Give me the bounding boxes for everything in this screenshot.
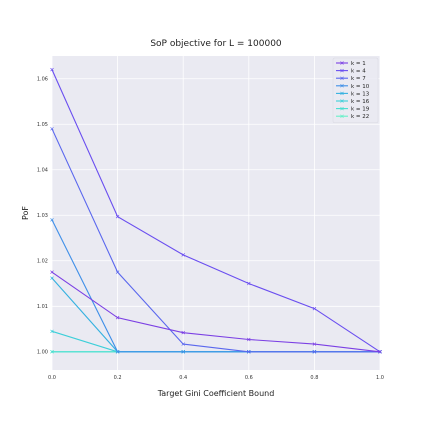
legend-item: k = 1 xyxy=(336,61,366,67)
data-point xyxy=(312,306,317,311)
legend-label: k = 16 xyxy=(351,99,370,105)
data-point xyxy=(50,127,54,131)
data-point xyxy=(115,315,120,320)
y-tick-label: 1.03 xyxy=(37,213,48,219)
legend-marker xyxy=(340,114,344,118)
plot-background xyxy=(52,56,380,370)
x-tick-label: 0.0 xyxy=(48,375,56,381)
legend-label: k = 10 xyxy=(351,84,370,90)
data-point xyxy=(312,350,317,354)
y-tick-labels: 1.00 1.01 1.02 1.03 1.04 1.05 1.06 xyxy=(37,77,48,356)
series-line xyxy=(51,69,381,353)
y-tick-label: 1.00 xyxy=(37,350,48,356)
legend-label: k = 4 xyxy=(351,69,366,75)
legend-item: k = 22 xyxy=(336,114,369,120)
legend-marker xyxy=(340,76,344,80)
legend-label: k = 22 xyxy=(351,114,369,120)
x-tick-label: 0.4 xyxy=(179,375,187,381)
legend-marker xyxy=(340,84,344,88)
legend-marker xyxy=(340,99,344,103)
legend-label: k = 13 xyxy=(351,91,370,97)
grid xyxy=(51,56,381,370)
x-tick-label: 1.0 xyxy=(376,375,384,381)
data-point xyxy=(247,281,251,286)
x-axis-label: Target Gini Coefficient Bound xyxy=(157,389,275,398)
legend: k = 1 k = 4k = 7 k = 10k = 13 k = 16 k = 19k… xyxy=(332,57,379,124)
legend-label: k = 19 xyxy=(351,107,370,113)
legend-item: k = 10 xyxy=(336,84,370,90)
legend-item: k = 4 xyxy=(336,69,366,75)
data-point xyxy=(115,214,120,219)
data-point xyxy=(181,350,185,354)
legend-marker xyxy=(340,106,344,111)
legend-item: k = 16 xyxy=(336,99,370,105)
x-tick-labels: 0.0 0.2 0.4 0.6 0.8 1.0 xyxy=(48,375,384,381)
y-tick-label: 1.06 xyxy=(37,77,48,83)
series-line xyxy=(51,128,380,353)
data-point xyxy=(50,270,54,274)
legend-item: k = 13 xyxy=(336,91,370,97)
data-point xyxy=(378,350,382,354)
series-line xyxy=(51,271,381,353)
chart-title: SoP objective for L = 100000 xyxy=(150,39,282,49)
data-point xyxy=(181,342,185,346)
legend-frame xyxy=(332,57,379,124)
legend-item: k = 19 xyxy=(336,107,370,113)
data-point xyxy=(115,270,120,274)
series-k-1 xyxy=(50,270,382,354)
data-point xyxy=(115,350,120,354)
data-point xyxy=(50,276,54,280)
legend-label: k = 1 xyxy=(351,61,366,67)
data-point xyxy=(50,218,54,222)
data-point xyxy=(50,329,54,334)
y-tick-label: 1.04 xyxy=(37,168,48,174)
y-tick-label: 1.02 xyxy=(37,259,48,265)
legend-marker xyxy=(340,68,344,73)
y-axis-label: PoF xyxy=(21,206,30,220)
x-tick-label: 0.8 xyxy=(310,375,318,381)
legend-label: k = 7 xyxy=(351,76,366,82)
legend-marker xyxy=(340,61,344,65)
x-tick-label: 0.2 xyxy=(114,375,122,381)
data-point xyxy=(247,350,251,354)
data-point xyxy=(181,253,185,257)
data-point xyxy=(247,337,251,342)
y-tick-label: 1.05 xyxy=(37,122,48,128)
legend-item: k = 7 xyxy=(336,76,366,82)
data-point xyxy=(312,342,317,346)
y-tick-label: 1.01 xyxy=(37,304,48,310)
data-point xyxy=(181,330,185,335)
data-point xyxy=(50,67,54,72)
x-tick-label: 0.6 xyxy=(245,375,253,381)
series-group xyxy=(50,67,382,354)
legend-marker xyxy=(340,91,344,96)
series-k-7 xyxy=(50,127,382,354)
data-point xyxy=(50,350,54,354)
